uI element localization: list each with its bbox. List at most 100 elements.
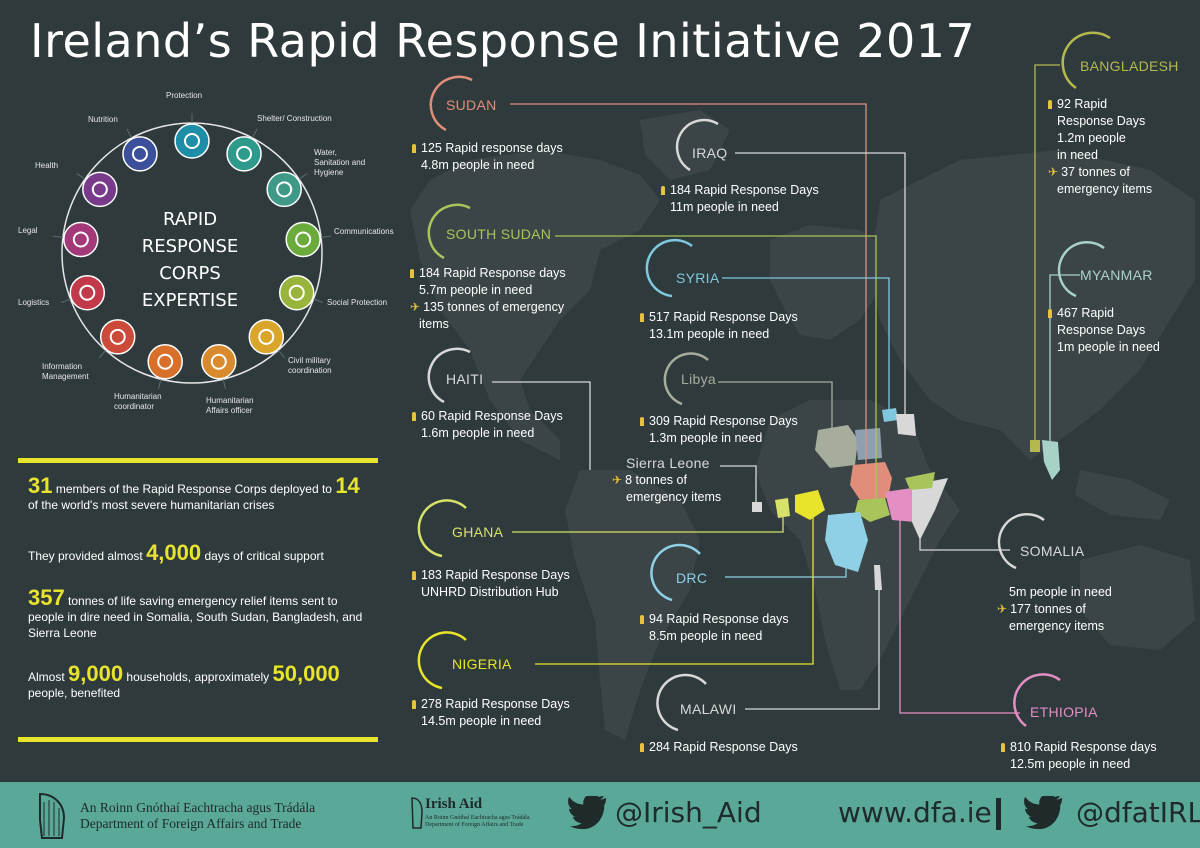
sierra-leone-shape [752,502,762,512]
country-haiti: HAITI [446,371,484,387]
country-sierra-leone: Sierra Leone [626,455,710,471]
stat-number: 14 [335,473,360,498]
info-line: emergency items [626,490,722,504]
expertise-label-communications: Communications [334,227,394,236]
country-drc-info: 94 Rapid Response days 8.5m people in nee… [640,611,789,645]
twitter-handle-irish-aid[interactable]: @Irish_Aid [615,796,762,829]
person-icon [412,144,416,153]
corps-title-line: CORPS [159,263,221,284]
info-line: 12.5m people in need [1010,757,1131,771]
truck-icon [60,274,106,311]
stat-days: They provided almost 4,000 days of criti… [28,542,373,564]
australia [1080,545,1195,650]
twitter-handle-dfat[interactable]: @dfatIRL [1076,796,1200,829]
stat-text: They provided almost [28,549,147,563]
expertise-label-health: Health [35,161,59,170]
country-bangladesh-info: 92 Rapid Response Days 1.2m people in need ✈… [1048,96,1152,198]
person-icon [640,743,644,752]
country-syria: SYRIA [676,270,720,286]
country-syria-info: 517 Rapid Response Days 13.1m people in n… [640,309,798,343]
shelter-icon [226,128,262,172]
info-line: 125 Rapid response days [421,141,563,155]
info-line: emergency items [1009,619,1105,633]
info-line: 14.5m people in need [421,714,542,728]
egypt-shape [855,428,882,460]
irish-aid-logo-text: Irish Aid [425,796,483,812]
plane-icon: ✈ [410,300,421,314]
highlighted-countries [752,408,1060,590]
corps-wheel [52,113,332,390]
plane-icon: ✈ [1048,165,1059,179]
expertise-label-civil-military: Civil military coordination [288,356,332,375]
country-ethiopia: ETHIOPIA [1030,704,1098,720]
ia-sub-line: Department of Foreign Affairs and Trade [425,822,524,828]
irish-aid-subtitle: An Roinn Gnóthaí Eachtracha agus Trádála… [425,815,529,829]
stat-text: households, approximately [123,670,273,684]
country-somalia: SOMALIA [1020,543,1085,559]
south-america [565,470,700,740]
info-line: 1.2m people [1057,131,1126,145]
info-line: 92 Rapid [1057,97,1108,111]
info-line: 183 Rapid Response Days [421,568,570,582]
people-icon [147,343,183,390]
europe [770,225,890,340]
info-line: 810 Rapid Response days [1010,740,1157,754]
connector-lines [492,64,1080,714]
dept-name: An Roinn Gnóthaí Eachtracha agus Trádála… [80,800,315,832]
country-haiti-info: 60 Rapid Response Days 1.6m people in nee… [412,408,563,442]
corps-title-line: RESPONSE [141,236,239,257]
presentation-icon [201,343,237,390]
info-line: 5.7m people in need [419,283,533,297]
website-link[interactable]: www.dfa.ie [838,796,992,829]
social-group-icon [278,274,324,311]
speech-bubble-icon [285,221,332,258]
info-line: 1m people in need [1057,340,1160,354]
country-ghana: GHANA [452,524,504,540]
stat-text: of the world's most severe humanitarian … [28,498,275,512]
country-iraq: IRAQ [692,145,728,161]
country-ghana-info: 183 Rapid Response Days UNHRD Distributio… [412,567,570,601]
twitter-bird-icon[interactable] [568,796,608,830]
stats-top-divider [18,458,378,463]
expertise-label-water: Water, Sanitation and Hygiene [314,148,366,177]
expertise-label-information: Information Management [42,362,89,381]
person-icon [640,615,644,624]
page-title: Ireland’s Rapid Response Initiative 2017 [30,14,976,68]
stat-text: Almost [28,670,69,684]
country-sierra-leone-info: ✈ 8 tonnes of emergency items [612,472,721,506]
info-line: 284 Rapid Response Days [649,740,798,754]
country-sudan-info: 125 Rapid response days 4.8m people in ne… [412,140,563,174]
stat-text: tonnes of life saving emergency relief i… [28,594,363,640]
expertise-label-protection: Protection [166,91,203,100]
expertise-label-humanitarian-affairs: Humanitarian Affairs officer [206,396,254,415]
country-south-sudan-info: 184 Rapid Response days 5.7m people in ne… [410,265,566,333]
stat-tonnes: 357 tonnes of life saving emergency reli… [28,587,373,641]
plane-icon: ✈ [612,473,623,487]
north-america [410,150,660,460]
info-line: 1.3m people in need [649,431,763,445]
footer: An Roinn Gnóthaí Eachtracha agus Trádála… [0,782,1200,848]
info-line: items [419,317,449,331]
drc-shape [825,512,868,572]
country-ethiopia-info: 810 Rapid Response days 12.5m people in n… [1001,739,1157,773]
caduceus-icon [76,171,118,208]
stats-bottom-divider [18,737,378,742]
ia-sub-line: An Roinn Gnóthaí Eachtracha agus Trádála [425,815,530,821]
person-icon [1048,309,1052,318]
baby-icon [122,128,158,172]
harp-icon [39,792,66,839]
info-line: 135 tonnes of emergency [423,300,565,314]
stat-text: days of critical support [201,549,324,563]
person-icon [412,571,416,580]
stat-number: 31 [28,473,53,498]
twitter-bird-icon[interactable] [1024,796,1064,830]
person-icon [640,313,644,322]
somalia-shape [912,478,948,540]
expertise-label-legal: Legal [18,226,38,235]
person-icon [412,700,416,709]
dept-english: Department of Foreign Affairs and Trade [80,816,302,831]
info-line: Response Days [1057,323,1146,337]
yemen-shape [905,472,935,490]
footer-separator [996,798,1001,830]
